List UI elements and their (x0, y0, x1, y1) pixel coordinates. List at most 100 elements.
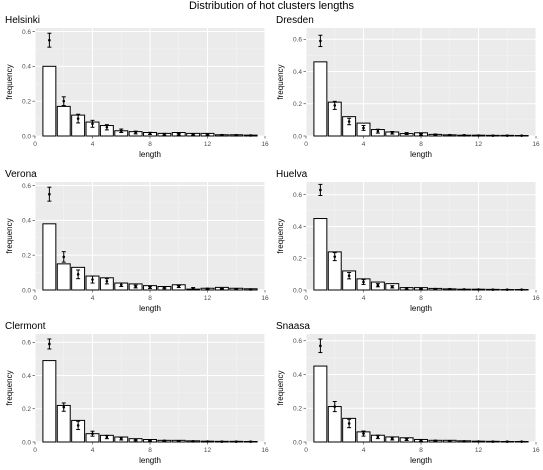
y-tick-label: 0.0 (22, 287, 31, 294)
chart-main-title: Distribution of hot clusters lengths (188, 0, 355, 12)
facet-helsinki: Helsinki 0 4 8 12 16 0.0 0.2 0.4 0.6 length frequen… (5, 15, 269, 159)
data-point (220, 440, 224, 443)
x-axis-label: length (410, 456, 432, 465)
x-axis-label: length (139, 456, 161, 465)
x-axis-label: length (139, 150, 161, 159)
facet-clermont: Clermont 0 4 8 12 16 0.0 0.2 0.4 0.6 length frequen… (5, 321, 269, 465)
facet-verona: Verona 0 4 8 12 16 0.0 0.2 0.4 0.6 length frequency (5, 169, 269, 313)
x-tick-label: 0 (33, 141, 37, 148)
x-tick-label: 16 (261, 141, 269, 148)
data-point (134, 285, 137, 288)
data-point (405, 438, 408, 441)
x-tick-label: 4 (362, 447, 366, 454)
data-point (347, 120, 351, 123)
x-tick-label: 0 (304, 447, 308, 454)
bar (71, 419, 86, 443)
data-point (434, 133, 437, 137)
data-point (234, 440, 238, 443)
data-point (76, 273, 80, 276)
data-point (347, 422, 351, 425)
facet-dresden: Dresden 0 4 8 12 16 0.0 0.2 0.4 0.6 length frequenc… (276, 15, 540, 159)
facet-title: Clermont (5, 321, 46, 332)
x-tick-label: 8 (419, 295, 423, 302)
data-point (362, 280, 365, 284)
data-point (462, 288, 466, 291)
x-tick-label: 16 (532, 295, 540, 302)
data-point (520, 288, 523, 291)
data-point (333, 405, 337, 408)
x-tick-label: 0 (33, 295, 37, 302)
bar (42, 360, 57, 443)
data-point (319, 188, 322, 192)
data-point (347, 274, 351, 278)
data-point (434, 287, 437, 291)
bar (56, 263, 71, 291)
facet-snaasa: Snaasa 0 4 8 12 16 0.0 0.2 0.4 0.6 length frequency (276, 321, 540, 465)
y-axis-label: frequency (276, 370, 285, 405)
y-tick-label: 0.6 (22, 29, 31, 36)
data-point (448, 439, 452, 443)
y-tick-label: 0.4 (22, 218, 31, 225)
x-axis-label: length (410, 304, 432, 313)
x-tick-label: 4 (362, 141, 366, 148)
data-point (105, 435, 109, 439)
data-point (362, 432, 365, 435)
data-point (505, 134, 509, 137)
y-tick-label: 0.2 (293, 406, 302, 413)
data-point (91, 122, 94, 126)
x-tick-label: 8 (148, 141, 152, 148)
data-point (206, 440, 209, 443)
data-point (390, 131, 394, 135)
data-point (62, 255, 66, 259)
data-point (62, 405, 66, 409)
data-point (333, 255, 337, 258)
x-tick-label: 4 (91, 295, 95, 302)
y-tick-label: 0.0 (22, 133, 31, 140)
x-tick-label: 12 (204, 141, 212, 148)
y-axis-label: frequency (5, 64, 14, 99)
bar (56, 105, 71, 137)
x-tick-label: 16 (261, 295, 269, 302)
x-tick-label: 16 (261, 447, 269, 454)
x-tick-label: 8 (148, 295, 152, 302)
y-tick-label: 0.4 (293, 372, 302, 379)
data-point (105, 279, 109, 283)
data-point (505, 288, 509, 291)
y-tick-label: 0.2 (293, 256, 302, 263)
facet-title: Snaasa (276, 321, 310, 332)
data-point (234, 287, 238, 291)
data-point (419, 439, 423, 442)
y-tick-label: 0.6 (22, 340, 31, 347)
data-point (134, 438, 137, 442)
data-point (520, 134, 523, 137)
data-point (206, 287, 209, 291)
y-tick-label: 0.0 (293, 133, 302, 140)
data-point (390, 285, 394, 289)
data-point (405, 287, 408, 290)
data-point (48, 342, 51, 346)
bar (42, 223, 57, 291)
y-tick-label: 0.2 (293, 101, 302, 108)
data-point (434, 439, 437, 443)
data-point (448, 287, 452, 291)
y-tick-label: 0.6 (293, 37, 302, 44)
y-tick-label: 0.6 (293, 338, 302, 345)
y-tick-label: 0.2 (22, 98, 31, 105)
x-axis-label: length (410, 150, 432, 159)
data-point (376, 129, 380, 133)
y-tick-label: 0.4 (22, 64, 31, 71)
data-point (177, 439, 181, 443)
x-tick-label: 16 (532, 141, 540, 148)
x-tick-label: 12 (204, 447, 212, 454)
x-tick-label: 0 (304, 141, 308, 148)
data-point (376, 283, 380, 287)
data-point (191, 286, 195, 290)
data-point (520, 440, 523, 443)
data-point (220, 133, 224, 137)
data-point (91, 432, 94, 435)
data-point (91, 278, 94, 281)
y-axis-label: frequency (5, 370, 14, 405)
bar (313, 61, 328, 137)
data-point (462, 134, 466, 137)
